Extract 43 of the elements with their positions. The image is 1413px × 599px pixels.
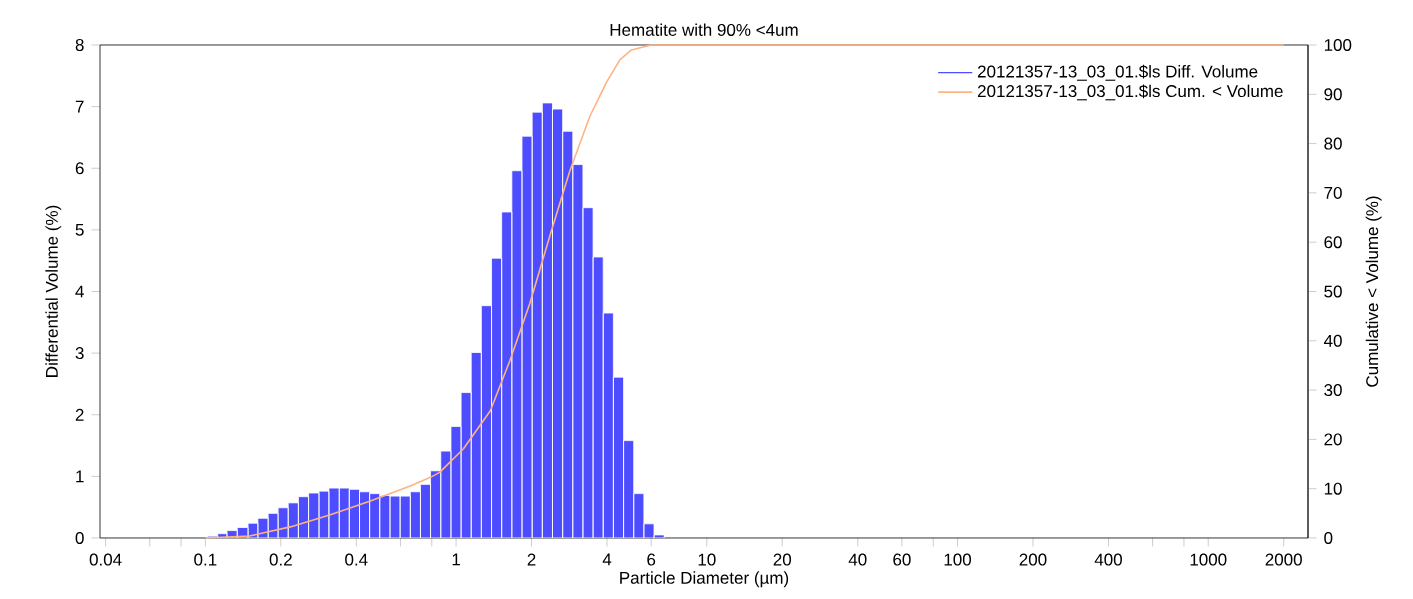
y2-tick-label: 90 <box>1324 88 1342 101</box>
y-tick-label: 0 <box>75 531 84 544</box>
x-tick-label: 0.4 <box>345 553 368 566</box>
x-tick-label: 100 <box>944 553 972 566</box>
x-tick-label: 2 <box>527 553 536 566</box>
x-tick-label: 1000 <box>1190 553 1227 566</box>
x-tick-label: 40 <box>848 553 867 566</box>
y2-tick-label: 10 <box>1324 482 1342 495</box>
x-tick-label: 0.2 <box>269 553 292 566</box>
y2-tick-label: 30 <box>1324 384 1342 397</box>
legend-label: 20121357-13_03_01.$ls Diff. Volume <box>977 64 1258 81</box>
x-tick-label: 0.04 <box>89 553 122 566</box>
x-tick-label: 4 <box>602 553 612 566</box>
x-tick-label: 6 <box>647 553 656 566</box>
x-tick-label: 2000 <box>1265 553 1302 566</box>
y-tick-label: 4 <box>75 285 84 298</box>
y-axis-title: Differential Volume (%) <box>45 205 62 377</box>
y2-tick-label: 50 <box>1324 285 1342 298</box>
y2-tick-label: 20 <box>1324 433 1342 446</box>
y2-tick-label: 60 <box>1324 236 1342 249</box>
x-tick-label: 1 <box>452 553 460 566</box>
x-tick-label: 60 <box>893 553 911 566</box>
legend-label: 20121357-13_03_01.$ls Cum. < Volume <box>977 84 1283 101</box>
y2-tick-label: 100 <box>1324 38 1352 51</box>
y-tick-label: 3 <box>75 347 84 360</box>
x-tick-label: 200 <box>1019 553 1047 566</box>
x-axis-title: Particle Diameter (µm) <box>620 571 789 588</box>
y2-tick-label: 80 <box>1324 137 1342 150</box>
y-tick-label: 6 <box>75 162 84 175</box>
y-tick-label: 1 <box>76 470 84 483</box>
chart-title: Hematite with 90% <4um <box>610 23 798 36</box>
y2-tick-label: 0 <box>1324 531 1333 544</box>
x-tick-label: 10 <box>698 553 716 566</box>
y-tick-label: 2 <box>75 408 84 421</box>
x-tick-label: 400 <box>1094 553 1122 566</box>
y2-tick-label: 40 <box>1323 334 1342 347</box>
y2-tick-label: 70 <box>1324 186 1342 199</box>
x-tick-label: 0.1 <box>194 553 217 566</box>
y2-axis-title: Cumulative < Volume (%) <box>1365 196 1382 387</box>
y-tick-label: 8 <box>75 38 84 52</box>
x-tick-label: 20 <box>773 553 792 566</box>
y-tick-label: 5 <box>75 223 84 236</box>
y-tick-label: 7 <box>75 100 84 113</box>
